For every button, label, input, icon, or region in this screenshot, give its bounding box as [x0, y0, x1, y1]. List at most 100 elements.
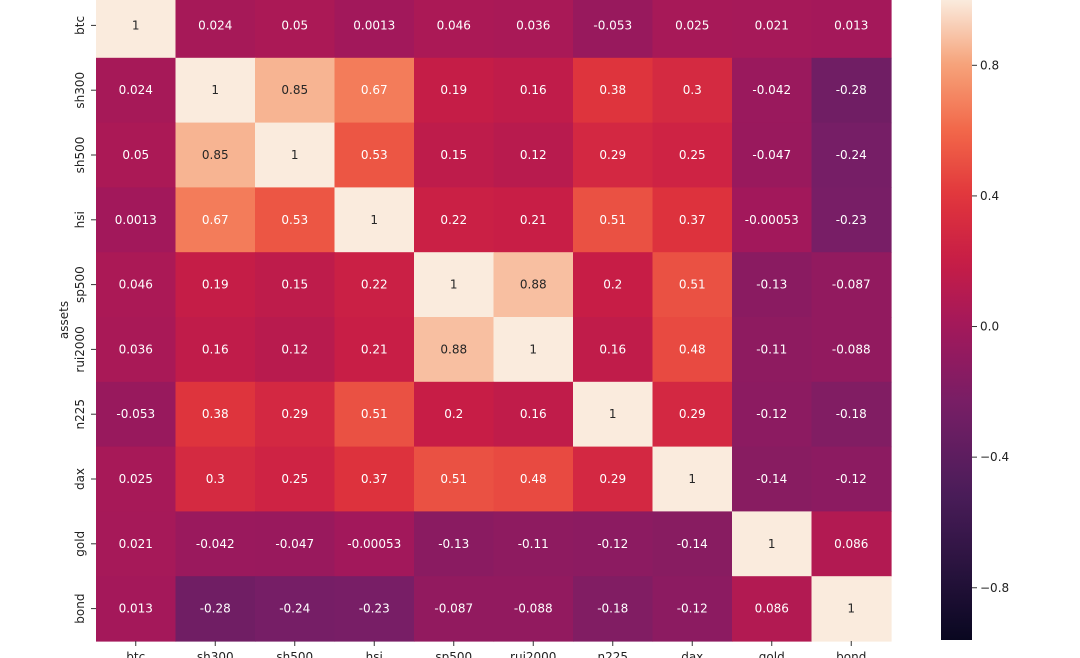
cell-value-label: 0.3 — [206, 472, 225, 486]
heatmap-cell — [334, 576, 415, 642]
cell-value-label: -0.00053 — [745, 213, 799, 227]
cell-value-label: 1 — [609, 407, 617, 421]
colorbar: 0.8 0.4 0.0 −0.4 −0.8 — [941, 0, 1009, 640]
cell-value-label: 0.25 — [679, 148, 706, 162]
heatmap-cell — [573, 317, 654, 383]
cell-value-label: 1 — [132, 18, 140, 32]
heatmap-cell — [334, 317, 415, 383]
heatmap-cell — [652, 57, 733, 124]
cell-value-label: 0.05 — [281, 18, 308, 32]
heatmap-cell — [96, 0, 177, 59]
cell-value-label: 0.51 — [599, 213, 626, 227]
heatmap-cell — [334, 252, 415, 318]
heatmap-cell — [573, 122, 654, 188]
cell-value-label: -0.13 — [756, 278, 787, 292]
heatmap-cell — [414, 122, 495, 188]
heatmap-cell — [175, 122, 256, 188]
heatmap-cell — [255, 317, 336, 383]
heatmap-cell — [493, 187, 574, 253]
cell-value-label: 0.036 — [516, 18, 550, 32]
heatmap-cell — [255, 57, 336, 124]
cell-value-label: 0.29 — [679, 407, 706, 421]
x-tick-label: n225 — [597, 650, 628, 658]
cell-value-label: -0.042 — [196, 537, 235, 551]
cell-value-label: 0.88 — [440, 342, 467, 356]
cell-value-label: 0.37 — [679, 213, 706, 227]
heatmap-cell — [414, 317, 495, 383]
heatmap-cell — [175, 576, 256, 642]
heatmap-cell — [96, 187, 177, 253]
x-tick-label: btc — [126, 650, 145, 658]
cell-value-label: 1 — [688, 472, 696, 486]
cell-value-label: 0.67 — [361, 83, 388, 97]
heatmap-cell — [255, 381, 336, 448]
heatmap-cell — [175, 187, 256, 253]
heatmap-cell — [334, 187, 415, 253]
heatmap-cell — [493, 511, 574, 577]
cell-value-label: 0.15 — [440, 148, 467, 162]
heatmap-cell — [414, 252, 495, 318]
heatmap-cell — [414, 576, 495, 642]
cell-value-label: 0.16 — [520, 83, 547, 97]
cell-value-label: 0.15 — [281, 278, 308, 292]
heatmap-cell — [732, 381, 813, 448]
cell-value-label: 0.3 — [683, 83, 702, 97]
heatmap-cell — [652, 252, 733, 318]
cell-value-label: 1 — [291, 148, 299, 162]
cell-value-label: -0.042 — [752, 83, 791, 97]
cell-value-label: 0.85 — [202, 148, 229, 162]
x-tick-label: hsi — [366, 650, 383, 658]
cell-value-label: 0.013 — [834, 18, 868, 32]
heatmap-cell — [811, 317, 892, 383]
cell-value-label: 0.024 — [198, 18, 232, 32]
cell-value-label: -0.087 — [434, 602, 473, 616]
heatmap-cell — [493, 446, 574, 512]
cell-value-label: -0.12 — [756, 407, 787, 421]
cell-value-label: 0.29 — [281, 407, 308, 421]
cell-value-label: -0.11 — [756, 342, 787, 356]
cell-value-label: -0.28 — [200, 602, 231, 616]
cell-value-label: -0.00053 — [347, 537, 401, 551]
cell-value-label: 0.12 — [520, 148, 547, 162]
cell-value-label: -0.23 — [836, 213, 867, 227]
heatmap-cell — [811, 381, 892, 448]
cell-value-label: 0.22 — [440, 213, 467, 227]
cell-value-label: -0.12 — [836, 472, 867, 486]
heatmap-cell — [334, 381, 415, 448]
heatmap-cell — [414, 381, 495, 448]
heatmap-cell — [96, 317, 177, 383]
y-tick-label: hsi — [73, 211, 87, 228]
cell-value-label: -0.053 — [593, 18, 632, 32]
heatmap-cell — [255, 122, 336, 188]
heatmap-cell — [96, 446, 177, 512]
cell-value-label: 0.38 — [599, 83, 626, 97]
heatmap-cell — [811, 187, 892, 253]
cell-value-label: -0.087 — [832, 278, 871, 292]
heatmap-cell — [255, 576, 336, 642]
cell-value-label: 1 — [847, 602, 855, 616]
cell-value-label: 0.67 — [202, 213, 229, 227]
heatmap-cell — [334, 511, 415, 577]
heatmap-cell — [96, 57, 177, 124]
cell-value-label: 0.16 — [520, 407, 547, 421]
colorbar-tick-label: 0.8 — [980, 58, 999, 72]
cell-value-label: -0.11 — [518, 537, 549, 551]
cell-value-label: 0.37 — [361, 472, 388, 486]
heatmap-cell — [414, 511, 495, 577]
x-tick-label: rui2000 — [510, 650, 556, 658]
heatmap-cell — [573, 0, 654, 59]
cell-value-label: 0.086 — [834, 537, 868, 551]
cell-value-label: -0.14 — [756, 472, 787, 486]
cell-value-label: -0.047 — [275, 537, 314, 551]
cell-value-label: 0.48 — [520, 472, 547, 486]
cell-value-label: -0.14 — [677, 537, 708, 551]
heatmap-cell — [96, 122, 177, 188]
heatmap-cell — [96, 381, 177, 448]
heatmap-cell — [732, 187, 813, 253]
heatmap-cell — [334, 57, 415, 124]
cell-value-label: 0.88 — [520, 278, 547, 292]
cell-value-label: 0.51 — [679, 278, 706, 292]
x-tick-label: gold — [759, 650, 785, 658]
x-tick-label: sh500 — [276, 650, 313, 658]
cell-value-label: 0.25 — [281, 472, 308, 486]
